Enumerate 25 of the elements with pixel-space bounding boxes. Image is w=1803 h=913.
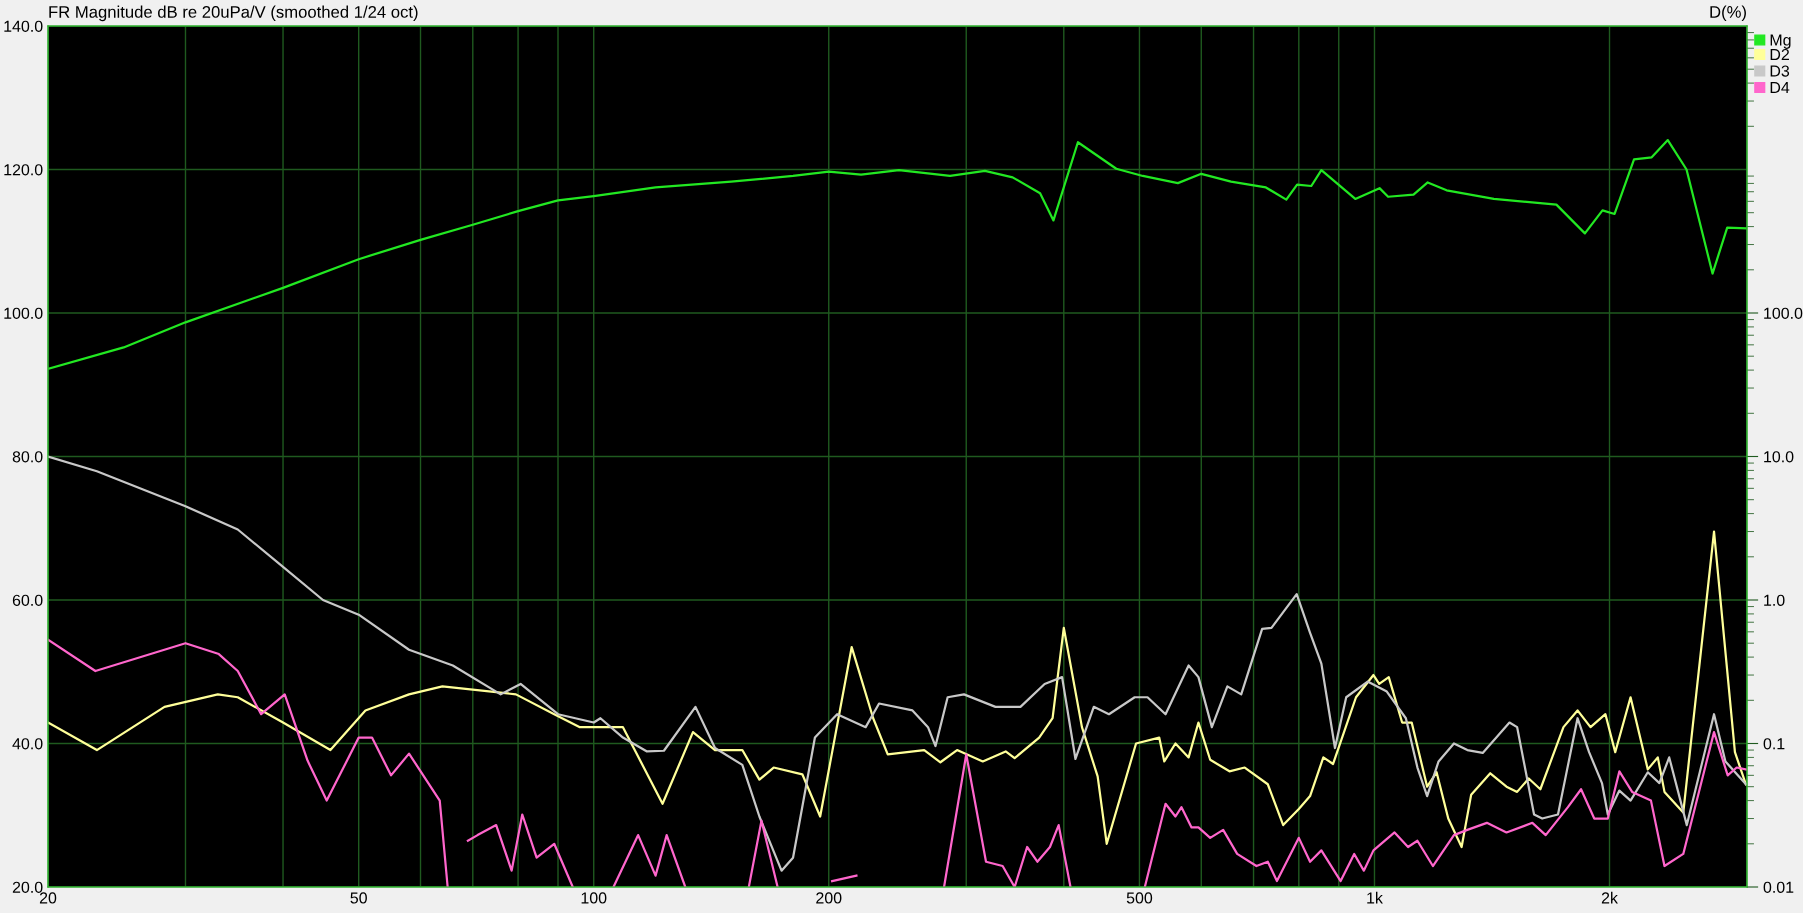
y-tick-label: 60.0 bbox=[12, 594, 43, 606]
legend-label: D4 bbox=[1770, 82, 1790, 94]
x-tick-label: 1k bbox=[1367, 891, 1383, 904]
y-tick-label: 1.0 bbox=[1764, 594, 1785, 606]
y-tick-label: 100.0 bbox=[4, 307, 43, 319]
y-tick-label: 140.0 bbox=[4, 20, 43, 32]
y-tick-label: 10.0 bbox=[1764, 451, 1794, 463]
x-tick-label: 200 bbox=[816, 892, 842, 904]
x-tick-label: 500 bbox=[1126, 892, 1153, 904]
y-tick-label: 0.01 bbox=[1763, 881, 1794, 893]
legend-label: Mg bbox=[1770, 34, 1791, 49]
y-axis-title: D(%) bbox=[1710, 5, 1746, 22]
y-tick-label: 100.0 bbox=[1764, 307, 1803, 319]
chart-title: FR Magnitude dB re 20uPa/V (smoothed 1/24 oct) bbox=[49, 5, 418, 22]
x-tick-label: 20 bbox=[39, 892, 57, 904]
y-tick-label: 120.0 bbox=[4, 164, 43, 176]
x-tick-label: 2k bbox=[1601, 891, 1618, 904]
legend-label: D2 bbox=[1770, 48, 1789, 61]
legend-label: D3 bbox=[1770, 65, 1790, 77]
y-tick-label: 80.0 bbox=[12, 451, 43, 463]
x-tick-label: 50 bbox=[350, 892, 367, 904]
x-tick-label: 100 bbox=[581, 892, 607, 904]
y-tick-label: 20.0 bbox=[12, 881, 43, 893]
y-tick-label: 0.1 bbox=[1763, 738, 1785, 750]
y-tick-label: 40.0 bbox=[12, 738, 43, 750]
